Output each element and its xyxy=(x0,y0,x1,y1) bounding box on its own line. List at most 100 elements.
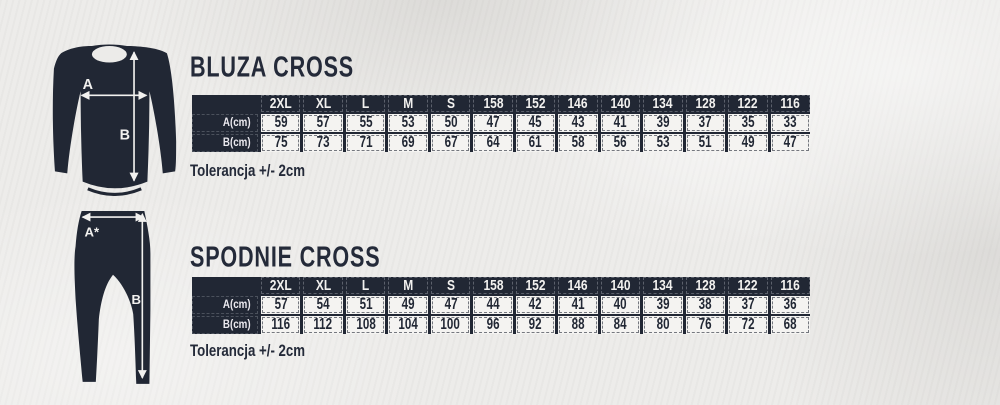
size-column-header-text: S xyxy=(446,95,455,112)
size-value-cell: 96 xyxy=(473,316,513,334)
collar-opening xyxy=(91,46,127,63)
size-value-cell: 67 xyxy=(430,134,471,152)
size-value-cell-text: 36 xyxy=(783,296,797,314)
size-value-cell-text: 108 xyxy=(355,316,376,334)
size-value-cell-text: 53 xyxy=(401,114,415,132)
size-column-header: 128 xyxy=(685,277,726,294)
size-value-cell-text: 68 xyxy=(783,316,797,334)
pants-diagram: A* B xyxy=(74,211,151,384)
size-value-cell-text: 47 xyxy=(783,134,797,152)
size-value-cell: 76 xyxy=(685,316,726,334)
size-column-header: 128 xyxy=(685,95,726,112)
hem-line xyxy=(87,187,142,196)
size-value-cell: 44 xyxy=(473,296,513,314)
size-value-cell: 104 xyxy=(388,316,428,334)
size-column-header-text: 146 xyxy=(567,277,588,294)
size-value-cell-text: 37 xyxy=(698,114,712,132)
size-value-cell-text: 50 xyxy=(444,114,458,132)
size-column-header: 122 xyxy=(728,95,768,112)
size-value-cell: 69 xyxy=(388,134,428,152)
size-column-header-text: XL xyxy=(315,95,331,112)
size-column-header: S xyxy=(430,95,471,112)
size-column-header-text: 134 xyxy=(652,277,673,294)
height-dim-label: B xyxy=(120,128,130,144)
size-value-cell-text: 47 xyxy=(444,296,458,314)
size-value-cell-text: 73 xyxy=(316,134,330,152)
size-value-cell: 49 xyxy=(728,134,768,152)
table-corner xyxy=(192,95,258,112)
spodnie-size-table: 2XL XL L M S 158 152 146 140 134 128 122 116 A(cm) 57 5… xyxy=(192,277,810,334)
section-title-spodnie-text: SPODNIE CROSS xyxy=(190,241,381,273)
size-column-header-text: 2XL xyxy=(269,95,292,112)
size-column-header-text: 158 xyxy=(483,277,504,294)
size-column-header-text: 140 xyxy=(610,277,631,294)
size-value-cell: 73 xyxy=(303,134,343,152)
row-label-text: B(cm) xyxy=(223,319,251,331)
size-value-cell: 57 xyxy=(303,114,343,132)
size-value-cell-text: 55 xyxy=(359,114,373,132)
size-value-cell-text: 58 xyxy=(571,134,585,152)
size-value-cell-text: 57 xyxy=(274,296,288,314)
size-column-header: 158 xyxy=(473,95,513,112)
size-column-header: 158 xyxy=(473,277,513,294)
size-column-header: 122 xyxy=(728,277,768,294)
size-value-cell: 108 xyxy=(345,316,386,334)
size-value-cell: 41 xyxy=(558,296,598,314)
size-value-cell: 47 xyxy=(430,296,471,314)
pants-silhouette xyxy=(74,211,151,384)
size-column-header-text: 158 xyxy=(483,95,504,112)
size-column-header-text: 152 xyxy=(525,277,546,294)
size-value-cell-text: 42 xyxy=(529,296,542,314)
section-title-bluza-text: BLUZA CROSS xyxy=(190,51,354,83)
size-column-header-text: 116 xyxy=(780,95,800,112)
size-column-header-text: M xyxy=(403,277,414,294)
size-value-cell: 100 xyxy=(430,316,471,334)
size-column-header-text: 134 xyxy=(652,95,673,112)
size-column-header: M xyxy=(388,95,428,112)
size-value-cell: 53 xyxy=(388,114,428,132)
size-value-cell: 42 xyxy=(515,296,556,314)
size-column-header: XL xyxy=(303,277,343,294)
size-value-cell-text: 44 xyxy=(486,296,500,314)
size-value-cell: 57 xyxy=(261,296,301,314)
size-value-cell: 112 xyxy=(303,316,343,334)
size-column-header-text: 2XL xyxy=(269,277,292,294)
size-column-header: 140 xyxy=(600,277,641,294)
size-value-cell: 72 xyxy=(728,316,768,334)
size-column-header: 152 xyxy=(515,95,556,112)
size-column-header: 2XL xyxy=(261,277,301,294)
tolerance-note-bluza: Tolerancja +/- 2cm xyxy=(190,161,338,181)
bluza-size-table: 2XL XL L M S 158 152 146 140 134 128 122 116 A(cm) 59 5… xyxy=(192,95,810,152)
row-label: B(cm) xyxy=(192,316,258,334)
size-column-header: 152 xyxy=(515,277,556,294)
row-label: A(cm) xyxy=(192,296,258,314)
size-value-cell-text: 51 xyxy=(359,296,373,314)
size-value-cell: 45 xyxy=(515,114,556,132)
size-value-cell: 47 xyxy=(770,134,810,152)
size-value-cell-text: 59 xyxy=(274,114,288,132)
size-column-header-text: 140 xyxy=(610,95,631,112)
size-column-header-text: 146 xyxy=(567,95,588,112)
size-value-cell-text: 53 xyxy=(656,134,670,152)
size-value-cell: 59 xyxy=(261,114,301,132)
section-title-bluza: BLUZA CROSS xyxy=(190,51,395,83)
size-value-cell: 56 xyxy=(600,134,641,152)
size-value-cell-text: 100 xyxy=(440,316,461,334)
size-value-cell-text: 112 xyxy=(313,316,333,334)
size-value-cell: 51 xyxy=(685,134,726,152)
size-value-cell: 43 xyxy=(558,114,598,132)
size-value-cell-text: 49 xyxy=(401,296,415,314)
size-value-cell: 54 xyxy=(303,296,343,314)
size-column-header-text: XL xyxy=(315,277,331,294)
size-value-cell: 38 xyxy=(685,296,726,314)
size-value-cell-text: 72 xyxy=(741,316,755,334)
size-value-cell-text: 69 xyxy=(401,134,415,152)
row-label-text: A(cm) xyxy=(223,299,251,311)
size-value-cell-text: 61 xyxy=(529,134,542,152)
size-column-header: L xyxy=(345,95,386,112)
size-value-cell: 88 xyxy=(558,316,598,334)
size-value-cell: 58 xyxy=(558,134,598,152)
table-corner xyxy=(192,277,258,294)
size-column-header-text: 116 xyxy=(780,277,800,294)
